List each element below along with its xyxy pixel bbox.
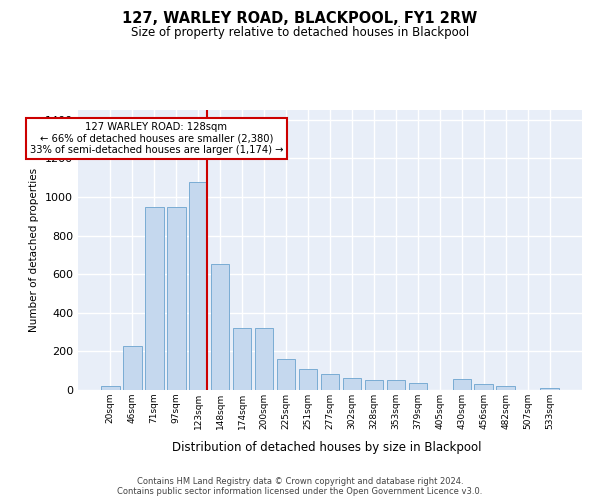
Text: 127, WARLEY ROAD, BLACKPOOL, FY1 2RW: 127, WARLEY ROAD, BLACKPOOL, FY1 2RW: [122, 11, 478, 26]
Bar: [123, 346, 142, 390]
Bar: [145, 206, 164, 390]
Bar: [496, 386, 515, 390]
Bar: [255, 328, 274, 390]
Bar: [541, 388, 559, 390]
Text: Size of property relative to detached houses in Blackpool: Size of property relative to detached ho…: [131, 26, 469, 39]
Bar: [233, 328, 251, 390]
Text: Distribution of detached houses by size in Blackpool: Distribution of detached houses by size …: [172, 441, 482, 454]
Bar: [343, 378, 361, 390]
Text: Contains public sector information licensed under the Open Government Licence v3: Contains public sector information licen…: [118, 488, 482, 496]
Text: 127 WARLEY ROAD: 128sqm
← 66% of detached houses are smaller (2,380)
33% of semi: 127 WARLEY ROAD: 128sqm ← 66% of detache…: [29, 122, 283, 155]
Bar: [189, 182, 208, 390]
Bar: [386, 380, 405, 390]
Bar: [320, 374, 340, 390]
Bar: [452, 380, 471, 390]
Bar: [277, 359, 295, 390]
Bar: [365, 380, 383, 390]
Text: Contains HM Land Registry data © Crown copyright and database right 2024.: Contains HM Land Registry data © Crown c…: [137, 476, 463, 486]
Bar: [409, 383, 427, 390]
Bar: [475, 384, 493, 390]
Bar: [101, 386, 119, 390]
Bar: [167, 206, 185, 390]
Bar: [299, 369, 317, 390]
Bar: [211, 264, 229, 390]
Y-axis label: Number of detached properties: Number of detached properties: [29, 168, 40, 332]
